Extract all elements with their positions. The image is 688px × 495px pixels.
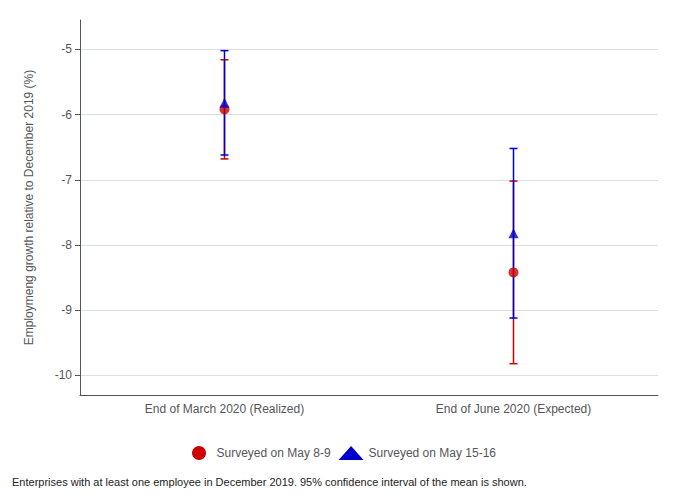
svg-text:End of June 2020 (Expected): End of June 2020 (Expected): [436, 402, 591, 416]
svg-text:-6: -6: [61, 108, 72, 122]
svg-text:Surveyed on May 8-9: Surveyed on May 8-9: [217, 446, 331, 460]
svg-text:-10: -10: [55, 368, 73, 382]
svg-text:-7: -7: [61, 173, 72, 187]
svg-text:Surveyed on May 15-16: Surveyed on May 15-16: [369, 446, 497, 460]
svg-text:-8: -8: [61, 238, 72, 252]
svg-text:-9: -9: [61, 303, 72, 317]
svg-text:Employmeng growth relative to: Employmeng growth relative to December 2…: [22, 70, 36, 345]
svg-text:-5: -5: [61, 42, 72, 56]
svg-text:End of March 2020 (Realized): End of March 2020 (Realized): [145, 402, 304, 416]
svg-text:Enterprises with at least one: Enterprises with at least one employee i…: [12, 476, 527, 488]
